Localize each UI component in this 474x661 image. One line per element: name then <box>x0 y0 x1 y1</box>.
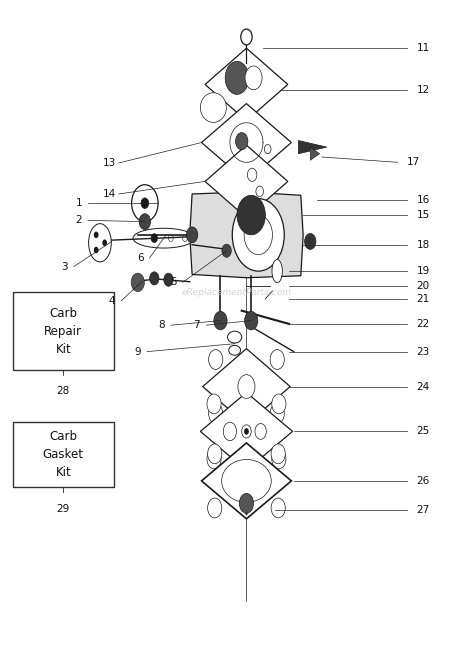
Circle shape <box>102 239 107 246</box>
Circle shape <box>186 227 198 243</box>
Text: 15: 15 <box>417 210 430 220</box>
Text: 20: 20 <box>417 281 430 291</box>
Circle shape <box>208 498 222 518</box>
Text: 2: 2 <box>75 215 82 225</box>
Text: 27: 27 <box>417 505 430 515</box>
Text: 16: 16 <box>417 195 430 205</box>
Circle shape <box>132 184 158 221</box>
Polygon shape <box>190 192 303 278</box>
Ellipse shape <box>201 93 227 122</box>
Text: Carb
Gasket
Kit: Carb Gasket Kit <box>43 430 84 479</box>
Ellipse shape <box>229 345 240 355</box>
Circle shape <box>209 350 223 369</box>
Circle shape <box>271 498 285 518</box>
Ellipse shape <box>272 260 283 283</box>
Circle shape <box>244 428 249 435</box>
Circle shape <box>209 404 223 424</box>
Circle shape <box>94 247 99 253</box>
Text: Carb
Repair
Kit: Carb Repair Kit <box>44 307 82 356</box>
Text: 21: 21 <box>417 295 430 305</box>
Text: 7: 7 <box>193 320 200 330</box>
Circle shape <box>214 311 227 330</box>
Circle shape <box>164 273 173 286</box>
Text: 24: 24 <box>417 381 430 391</box>
Text: 29: 29 <box>57 504 70 514</box>
Text: 14: 14 <box>103 189 116 199</box>
Text: 28: 28 <box>57 386 70 396</box>
Circle shape <box>150 272 159 285</box>
Text: 17: 17 <box>407 157 420 167</box>
Circle shape <box>207 449 221 469</box>
Text: 5: 5 <box>170 278 176 288</box>
Text: 12: 12 <box>417 85 430 95</box>
Text: 18: 18 <box>417 240 430 250</box>
Text: 1: 1 <box>75 198 82 208</box>
Circle shape <box>272 449 286 469</box>
Circle shape <box>305 233 316 249</box>
Ellipse shape <box>232 198 284 271</box>
Circle shape <box>270 404 284 424</box>
Circle shape <box>272 394 286 414</box>
Polygon shape <box>201 443 292 519</box>
Circle shape <box>94 231 99 238</box>
Circle shape <box>139 214 151 229</box>
Polygon shape <box>205 48 288 121</box>
Polygon shape <box>201 104 292 181</box>
Polygon shape <box>201 393 292 471</box>
Text: 3: 3 <box>61 262 68 272</box>
Text: 6: 6 <box>137 253 144 263</box>
Polygon shape <box>203 348 290 424</box>
Polygon shape <box>299 141 327 154</box>
Ellipse shape <box>133 228 194 248</box>
Circle shape <box>239 493 254 513</box>
Text: 23: 23 <box>417 346 430 356</box>
Ellipse shape <box>89 223 111 262</box>
Text: 26: 26 <box>417 476 430 486</box>
Circle shape <box>271 444 285 464</box>
Circle shape <box>141 198 149 208</box>
Text: 4: 4 <box>109 296 115 306</box>
Text: 9: 9 <box>135 346 141 356</box>
Circle shape <box>208 444 222 464</box>
Text: 13: 13 <box>103 158 116 168</box>
Text: eReplacementParts.com: eReplacementParts.com <box>182 288 292 297</box>
Circle shape <box>238 375 255 399</box>
Text: 22: 22 <box>417 319 430 329</box>
Polygon shape <box>205 145 288 217</box>
Text: 11: 11 <box>417 43 430 53</box>
Circle shape <box>270 350 284 369</box>
Circle shape <box>225 61 249 95</box>
Circle shape <box>222 244 231 257</box>
Circle shape <box>207 394 221 414</box>
Circle shape <box>241 29 252 45</box>
Ellipse shape <box>228 331 242 343</box>
Text: 25: 25 <box>417 426 430 436</box>
Text: 8: 8 <box>158 320 164 330</box>
Circle shape <box>237 195 265 235</box>
Text: 19: 19 <box>417 266 430 276</box>
Circle shape <box>151 233 157 243</box>
Polygon shape <box>243 507 250 515</box>
Polygon shape <box>310 147 319 161</box>
Circle shape <box>245 66 262 90</box>
Circle shape <box>245 311 258 330</box>
Circle shape <box>131 273 145 292</box>
Circle shape <box>236 133 248 150</box>
